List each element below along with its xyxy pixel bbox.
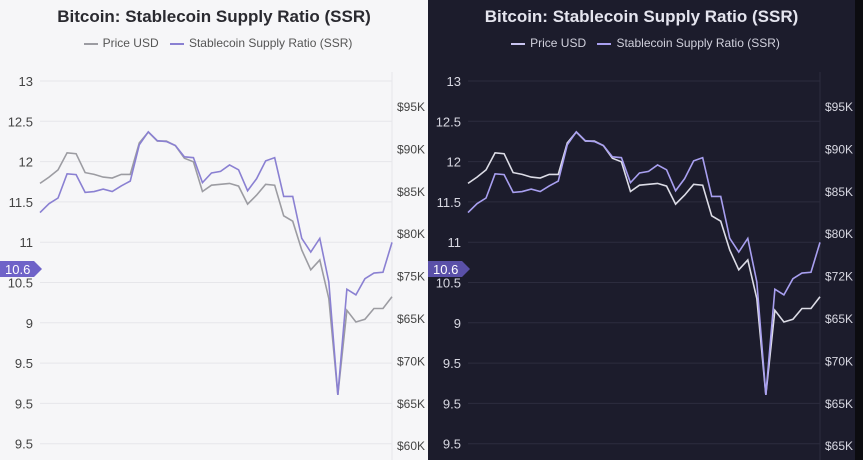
left-tick-label: 12 bbox=[19, 155, 33, 170]
left-tick-label: 11.5 bbox=[437, 195, 461, 210]
current-value-badge bbox=[428, 261, 470, 277]
right-tick-label: $65K bbox=[397, 312, 425, 326]
left-tick-label: 12.5 bbox=[436, 114, 461, 129]
left-tick-label: 12 bbox=[447, 155, 461, 170]
legend-price[interactable]: Price USD bbox=[102, 36, 159, 50]
left-tick-label: 10.5 bbox=[8, 276, 33, 291]
left-tick-label: 9.5 bbox=[15, 356, 33, 371]
ssr-line bbox=[39, 130, 393, 395]
right-tick-label: $85K bbox=[397, 185, 425, 199]
current-value-badge bbox=[0, 261, 42, 277]
right-tick-label: $95K bbox=[825, 100, 853, 114]
left-tick-label: 9 bbox=[454, 316, 461, 331]
chart-svg: 13 12.5 12 11.5 11 10.5 9 9.5 9.5 9.5 $95K $90K $85K… bbox=[428, 72, 853, 460]
legend: Price USD Stablecoin Supply Ratio (SSR) bbox=[0, 36, 428, 50]
left-tick-label: 10.5 bbox=[436, 276, 461, 291]
right-tick-label: $95K bbox=[397, 100, 425, 114]
left-tick-label: 9.5 bbox=[15, 396, 33, 411]
right-tick-label: $75K bbox=[397, 270, 425, 284]
left-tick-label: 9.5 bbox=[443, 396, 461, 411]
right-tick-label: $65K bbox=[397, 397, 425, 411]
right-tick-label: $65K bbox=[825, 439, 853, 453]
current-value-label: 10.6 bbox=[5, 262, 30, 277]
right-tick-label: $80K bbox=[825, 227, 853, 241]
legend-ssr[interactable]: Stablecoin Supply Ratio (SSR) bbox=[616, 36, 780, 50]
legend-ssr[interactable]: Stablecoin Supply Ratio (SSR) bbox=[188, 36, 353, 50]
ssr-line bbox=[467, 130, 821, 395]
legend-swatch-price bbox=[83, 42, 98, 45]
legend-swatch-ssr bbox=[169, 42, 184, 45]
right-tick-label: $65K bbox=[825, 312, 853, 326]
right-tick-label: $60K bbox=[397, 439, 425, 453]
left-tick-label: 9.5 bbox=[15, 437, 33, 452]
chart-svg: 13 12.5 12 11.5 11 10.5 9 9.5 9.5 9.5 $95K $90K $85K… bbox=[0, 72, 425, 460]
left-tick-label: 11 bbox=[20, 235, 34, 250]
right-tick-label: $90K bbox=[825, 142, 853, 156]
right-tick-label: $80K bbox=[397, 227, 425, 241]
right-tick-label: $70K bbox=[397, 354, 425, 368]
legend-swatch-ssr bbox=[597, 42, 612, 45]
left-tick-label: 11.5 bbox=[9, 195, 33, 210]
window-edge bbox=[855, 0, 863, 460]
current-value-label: 10.6 bbox=[433, 262, 458, 277]
legend: Price USD Stablecoin Supply Ratio (SSR) bbox=[428, 36, 855, 50]
right-tick-label: $72K bbox=[825, 270, 853, 284]
left-tick-label: 9 bbox=[26, 316, 33, 331]
right-tick-label: $65K bbox=[825, 397, 853, 411]
left-tick-label: 9.5 bbox=[443, 356, 461, 371]
light-chart-panel: Bitcoin: Stablecoin Supply Ratio (SSR) P… bbox=[0, 0, 428, 460]
left-tick-label: 12.5 bbox=[8, 114, 33, 129]
chart-title: Bitcoin: Stablecoin Supply Ratio (SSR) bbox=[484, 7, 799, 26]
right-tick-label: $70K bbox=[825, 354, 853, 368]
right-tick-label: $90K bbox=[397, 142, 425, 156]
right-tick-label: $85K bbox=[825, 185, 853, 199]
left-tick-label: 13 bbox=[447, 74, 461, 89]
chart-title: Bitcoin: Stablecoin Supply Ratio (SSR) bbox=[57, 7, 371, 26]
legend-price[interactable]: Price USD bbox=[530, 36, 587, 50]
left-tick-label: 11 bbox=[448, 235, 462, 250]
left-tick-label: 13 bbox=[19, 74, 33, 89]
legend-swatch-price bbox=[511, 42, 526, 45]
dark-chart-panel: Bitcoin: Stablecoin Supply Ratio (SSR) P… bbox=[428, 0, 855, 460]
left-tick-label: 9.5 bbox=[443, 437, 461, 452]
